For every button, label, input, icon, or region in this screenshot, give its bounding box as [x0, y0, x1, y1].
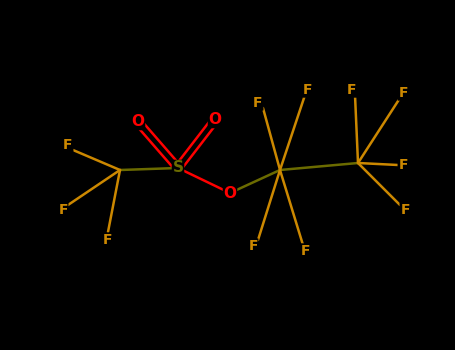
Text: O: O	[223, 186, 237, 201]
Text: F: F	[400, 203, 410, 217]
Text: O: O	[131, 114, 145, 130]
Text: F: F	[303, 83, 313, 97]
Text: F: F	[253, 96, 263, 110]
Text: O: O	[208, 112, 222, 127]
Text: F: F	[301, 244, 311, 258]
Text: F: F	[398, 86, 408, 100]
Text: F: F	[248, 239, 258, 253]
Text: F: F	[103, 233, 113, 247]
Text: F: F	[347, 83, 357, 97]
Text: F: F	[58, 203, 68, 217]
Text: S: S	[172, 161, 183, 175]
Text: F: F	[398, 158, 408, 172]
Text: F: F	[63, 138, 73, 152]
